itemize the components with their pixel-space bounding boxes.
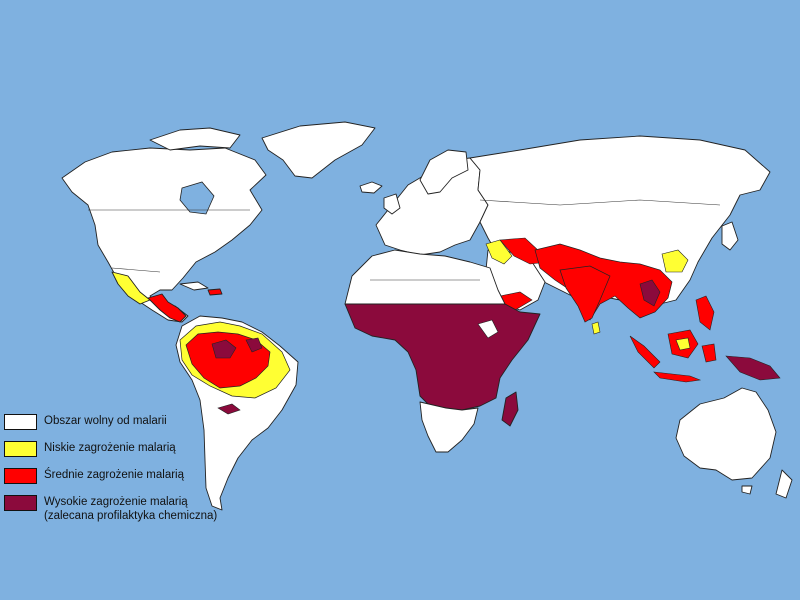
- south-america-high-risk-1: [211, 339, 237, 359]
- border-russia: [479, 199, 721, 206]
- legend-label-low: Niskie zagrożenie malarią: [44, 442, 176, 454]
- tasmania: [741, 485, 753, 495]
- indochina-high-risk: [639, 279, 661, 307]
- greenland: [261, 121, 376, 179]
- ethiopia-highland-free: [477, 319, 499, 339]
- border-usa-mexico: [111, 267, 161, 273]
- australia: [675, 387, 777, 481]
- north-america: [61, 147, 267, 323]
- new-guinea-high-risk: [725, 355, 781, 381]
- british-isles: [383, 193, 401, 215]
- central-america-medium-risk: [147, 293, 187, 323]
- south-america-high-risk-3: [217, 403, 241, 415]
- new-zealand: [775, 469, 793, 499]
- southern-africa: [419, 401, 479, 453]
- legend-label-free: Obszar wolny od malarii: [44, 415, 167, 427]
- sulawesi-medium-risk: [701, 343, 717, 363]
- iceland: [359, 181, 383, 194]
- india-medium-risk: [559, 265, 611, 323]
- legend-sublabel-high: (zalecana profilaktyka chemiczna): [44, 510, 218, 522]
- philippines-medium-risk: [695, 295, 715, 331]
- hispaniola: [207, 288, 223, 296]
- legend-label-medium: Średnie zagrożenie malarią: [44, 469, 184, 481]
- java-medium-risk: [653, 371, 702, 383]
- legend-label-high: Wysokie zagrożenie malarią: [44, 496, 188, 508]
- madagascar-high-risk: [501, 391, 519, 427]
- sri-lanka-low-risk: [591, 321, 601, 335]
- japan: [721, 221, 739, 251]
- scandinavia: [419, 149, 469, 195]
- legend-swatch-low: [4, 441, 37, 457]
- middle-east-low-risk: [485, 239, 513, 265]
- arctic-islands: [149, 127, 241, 151]
- china-low-risk: [661, 249, 689, 273]
- borneo-low-risk: [675, 337, 691, 351]
- cuba: [179, 281, 209, 291]
- legend-swatch-high: [4, 495, 37, 511]
- mexico-low-risk: [111, 271, 151, 305]
- sumatra-medium-risk: [629, 335, 661, 369]
- legend-swatch-medium: [4, 468, 37, 484]
- hudson-bay: [179, 181, 215, 215]
- legend-swatch-free: [4, 414, 37, 430]
- south-america-high-risk-2: [245, 337, 263, 353]
